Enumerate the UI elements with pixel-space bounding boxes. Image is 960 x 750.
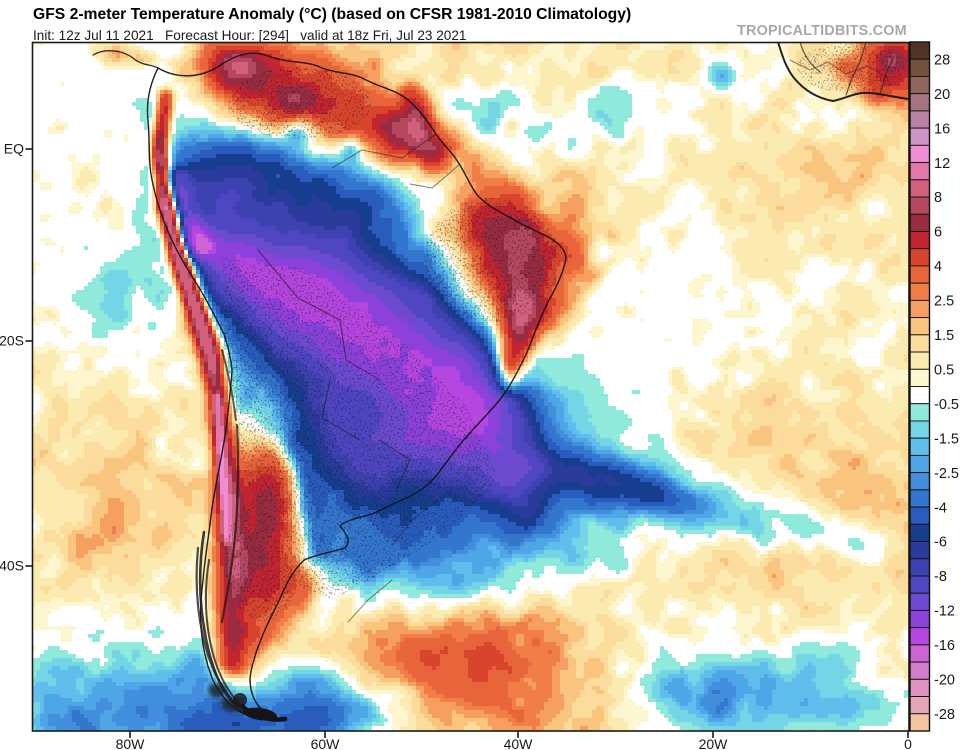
svg-text:-8: -8 [934, 569, 947, 585]
svg-text:20S: 20S [0, 333, 24, 349]
svg-text:0.5: 0.5 [934, 362, 954, 378]
svg-text:80W: 80W [116, 736, 146, 750]
svg-text:-20: -20 [934, 673, 955, 689]
svg-text:2.5: 2.5 [934, 294, 954, 310]
svg-text:16: 16 [934, 121, 950, 137]
svg-text:4: 4 [934, 259, 942, 275]
svg-text:8: 8 [934, 190, 942, 206]
svg-text:-4: -4 [934, 500, 947, 516]
svg-text:20: 20 [934, 87, 950, 103]
svg-text:0: 0 [904, 736, 912, 750]
svg-text:-12: -12 [934, 604, 955, 620]
svg-text:-0.5: -0.5 [934, 397, 959, 413]
svg-text:-1.5: -1.5 [934, 431, 959, 447]
svg-text:-6: -6 [934, 535, 947, 551]
svg-text:12: 12 [934, 156, 950, 172]
svg-text:20W: 20W [699, 736, 729, 750]
svg-text:40S: 40S [0, 558, 24, 574]
svg-text:-2.5: -2.5 [934, 466, 959, 482]
svg-text:-16: -16 [934, 638, 955, 654]
svg-text:28: 28 [934, 52, 950, 68]
svg-text:1.5: 1.5 [934, 328, 954, 344]
svg-text:60W: 60W [311, 736, 341, 750]
svg-text:40W: 40W [504, 736, 534, 750]
svg-text:6: 6 [934, 225, 942, 241]
svg-text:EQ: EQ [4, 141, 24, 157]
svg-text:-28: -28 [934, 707, 955, 723]
